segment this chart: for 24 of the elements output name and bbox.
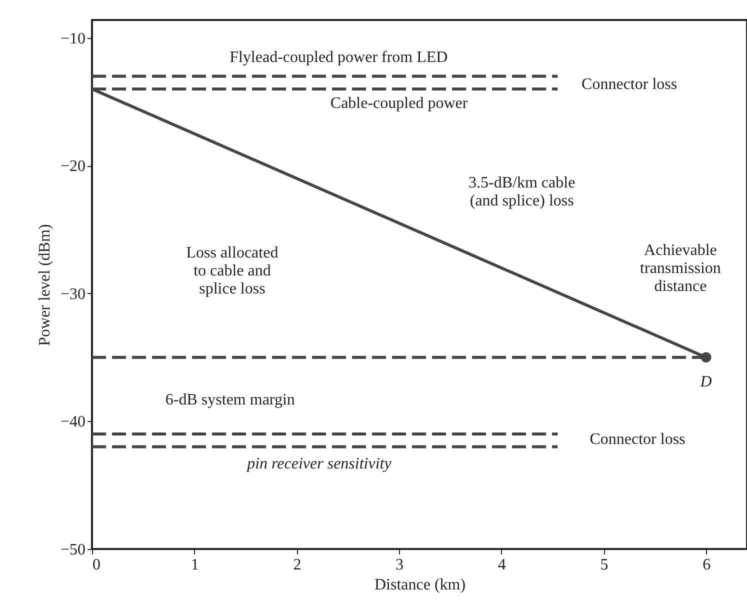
x-axis-title: Distance (km) <box>374 576 466 594</box>
y-tick-label: −20 <box>60 158 86 176</box>
y-tick-label: −10 <box>60 30 86 48</box>
x-tick-label: 1 <box>190 556 199 574</box>
annotation: pin receiver sensitivity <box>246 455 392 472</box>
annotation: Connector loss <box>590 431 686 448</box>
annotation: Connector loss <box>582 76 678 93</box>
annotation: D <box>699 374 712 391</box>
x-tick-label: 0 <box>92 556 100 574</box>
annotation: Flylead-coupled power from LED <box>230 49 448 66</box>
annotation: 3.5-dB/km cable (and splice) loss <box>468 174 576 210</box>
x-tick-label: 5 <box>600 556 608 574</box>
y-tick-label: −50 <box>60 542 86 558</box>
annotation: Loss allocated to cable and splice loss <box>186 244 278 298</box>
y-tick-label: −40 <box>60 414 86 431</box>
annotation: Achievable transmission distance <box>640 242 721 295</box>
annotation: Cable-coupled power <box>330 95 468 112</box>
y-axis-title: Power level (dBm) <box>36 224 54 346</box>
x-tick-label: 3 <box>396 556 404 574</box>
x-tick-label: 2 <box>293 556 302 574</box>
y-tick-label: −30 <box>60 286 86 303</box>
annotation: 6-dB system margin <box>165 392 295 408</box>
x-tick-label: 6 <box>702 556 711 574</box>
x-tick-label: 4 <box>498 556 506 574</box>
